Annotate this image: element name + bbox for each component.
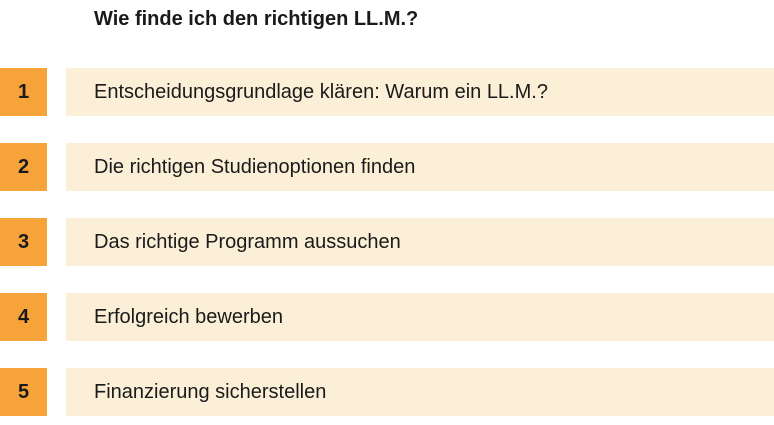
page-title: Wie finde ich den richtigen LL.M.? (94, 8, 419, 30)
step-number-box: 1 (0, 68, 47, 116)
step-1: 1 Entscheidungsgrundlage klären: Warum e… (0, 68, 774, 116)
step-number-box: 2 (0, 143, 47, 191)
step-4: 4 Erfolgreich bewerben (0, 293, 774, 341)
step-label-bar: Die richtigen Studienoptionen finden (66, 143, 774, 191)
step-label-bar: Entscheidungsgrundlage klären: Warum ein… (66, 68, 774, 116)
step-number-box: 3 (0, 218, 47, 266)
step-5: 5 Finanzierung sicherstellen (0, 368, 774, 416)
step-label-bar: Erfolgreich bewerben (66, 293, 774, 341)
step-number-box: 4 (0, 293, 47, 341)
step-2: 2 Die richtigen Studienoptionen finden (0, 143, 774, 191)
step-label-bar: Finanzierung sicherstellen (66, 368, 774, 416)
step-label-bar: Das richtige Programm aussuchen (66, 218, 774, 266)
step-3: 3 Das richtige Programm aussuchen (0, 218, 774, 266)
step-number-box: 5 (0, 368, 47, 416)
